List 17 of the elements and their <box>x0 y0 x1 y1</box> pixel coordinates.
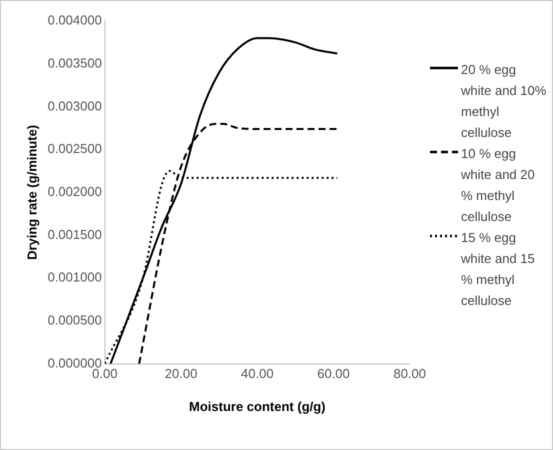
y-tick-label: 0.001500 <box>48 226 102 242</box>
legend-label: 10 % egg white and 20 % methyl cellulose <box>461 145 536 226</box>
legend-label: 15 % egg white and 15 % methyl cellulose <box>461 229 536 310</box>
x-tick-label: 20.00 <box>164 366 198 382</box>
y-tick-label: 0.001000 <box>48 270 102 285</box>
y-axis-title: Drying rate (g/minute) <box>24 124 40 260</box>
y-tick-label: 0.004000 <box>48 12 102 28</box>
x-axis-title: Moisture content (g/g) <box>189 398 326 414</box>
x-tick-label: 40.00 <box>241 366 274 382</box>
legend-label: 20 % egg white and 10% methyl cellulose <box>461 61 547 142</box>
y-tick-label: 0.002500 <box>48 141 102 156</box>
y-tick-label: 0.002000 <box>48 184 102 199</box>
y-tick-label: 0.003500 <box>48 55 102 70</box>
y-tick-label: 0.003000 <box>48 98 102 114</box>
x-tick-label: 80.00 <box>393 366 426 382</box>
y-tick-label: 0.000500 <box>48 312 102 328</box>
x-tick-label: 60.00 <box>317 366 350 382</box>
